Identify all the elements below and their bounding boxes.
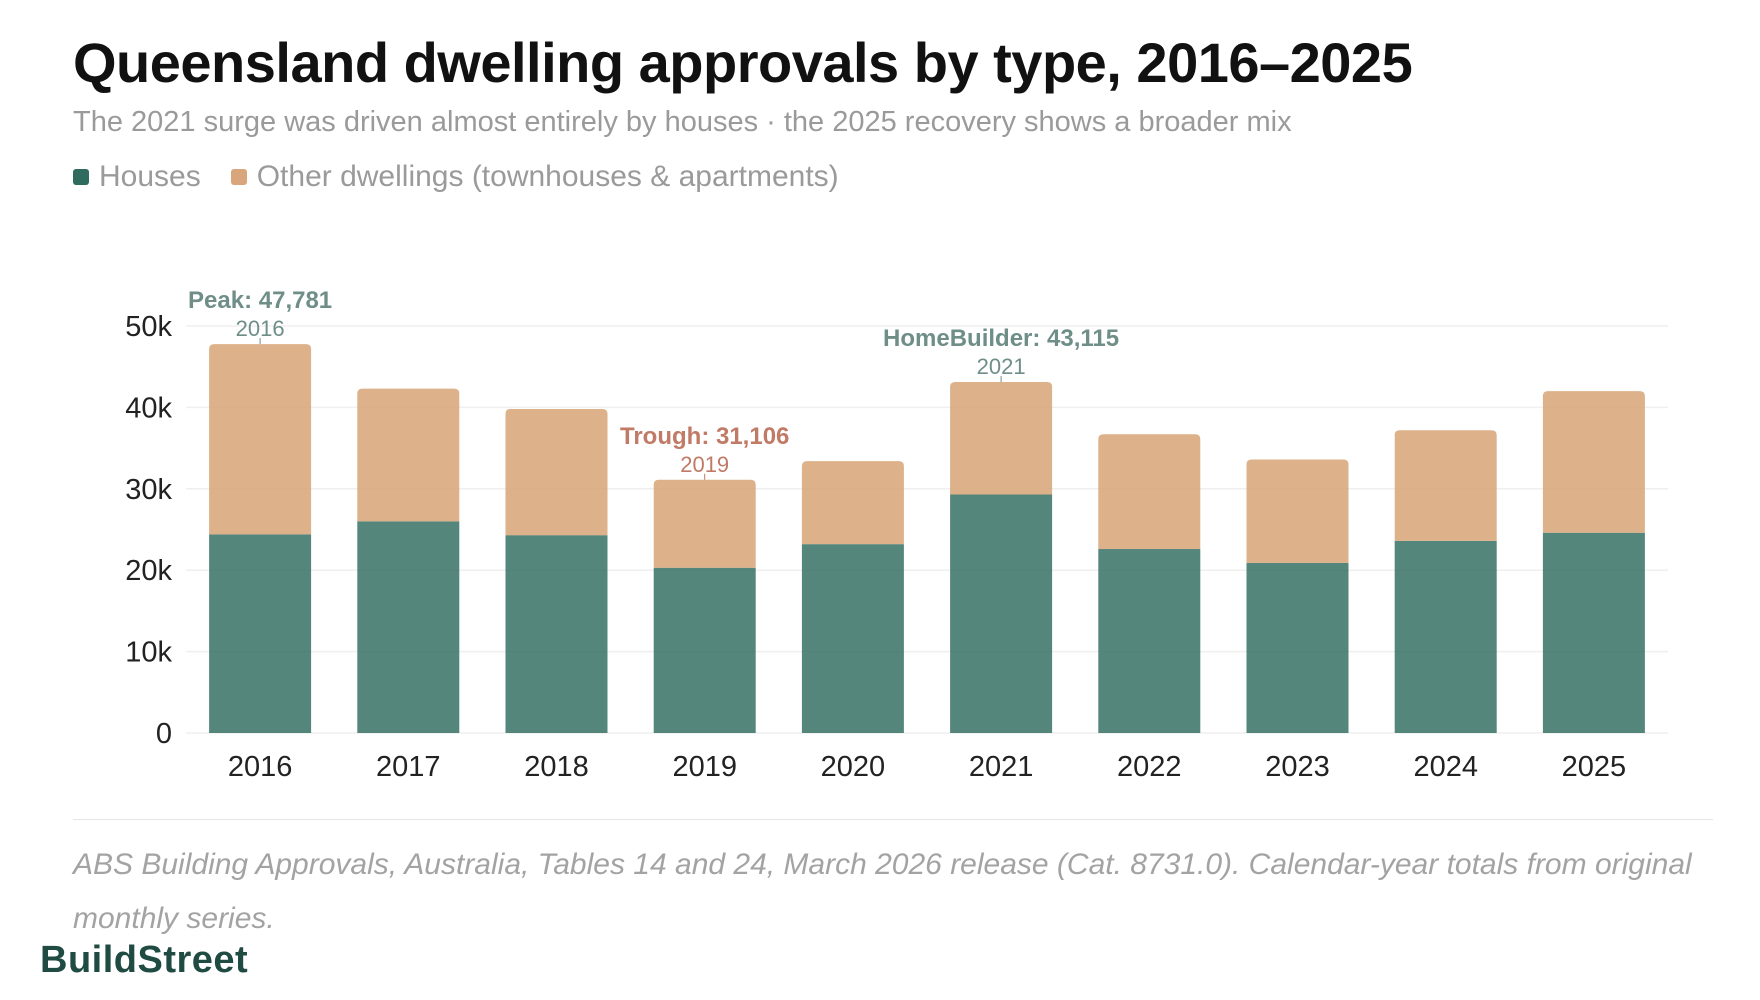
bar-segment-houses-2024: [1394, 540, 1497, 733]
y-tick-label: 30k: [125, 474, 172, 506]
annotation-year: 2021: [977, 354, 1026, 379]
bar-segment-houses-2017: [357, 521, 460, 733]
y-tick-label: 10k: [125, 637, 172, 669]
x-tick-label: 2021: [969, 751, 1034, 783]
bar-segment-other-2020: [801, 461, 904, 545]
y-tick-label: 0: [156, 718, 172, 750]
x-tick-label: 2025: [1562, 751, 1627, 783]
source-note: ABS Building Approvals, Australia, Table…: [73, 848, 1692, 935]
x-tick-label: 2023: [1265, 751, 1330, 783]
stacked-bar-chart: 0 10k 20k 30k 40k 50k 2016 2017 2018 2019 2020 2021…: [125, 287, 1668, 783]
annotation-label: Peak: 47,781: [188, 287, 332, 314]
chart-title: Queensland dwelling approvals by type, 2…: [73, 31, 1413, 94]
bar-segment-other-2016: [209, 344, 312, 535]
y-tick-label: 40k: [125, 392, 172, 424]
y-tick-label: 50k: [125, 311, 172, 343]
x-tick-label: 2020: [821, 751, 886, 783]
bar-segment-other-2018: [505, 409, 608, 536]
x-tick-label: 2016: [228, 751, 293, 783]
legend-item-other-dwellings: Other dwellings (townhouses & apartments…: [230, 160, 839, 194]
x-tick-label: 2024: [1413, 751, 1478, 783]
annotation-label: HomeBuilder: 43,115: [883, 325, 1119, 352]
bar-segment-houses-2021: [950, 494, 1053, 733]
bar-segment-other-2024: [1394, 430, 1497, 541]
legend-label-houses: Houses: [99, 160, 201, 193]
bar-segment-houses-2019: [653, 567, 756, 733]
x-tick-label: 2018: [524, 751, 589, 783]
annotation-label: Trough: 31,106: [620, 423, 789, 450]
bar-segment-other-2025: [1542, 391, 1645, 533]
chart-subtitle: The 2021 surge was driven almost entirel…: [73, 106, 1292, 138]
legend-swatch-houses: [73, 169, 89, 185]
x-tick-label: 2022: [1117, 751, 1182, 783]
bar-segment-houses-2023: [1246, 562, 1349, 733]
x-tick-label: 2017: [376, 751, 441, 783]
brand-logo: BuildStreet: [40, 939, 249, 981]
bar-segment-houses-2018: [505, 535, 608, 733]
bar-segment-houses-2020: [801, 544, 904, 733]
y-tick-label: 20k: [125, 555, 172, 587]
annotation-year: 2019: [680, 452, 729, 477]
bar-segment-other-2021: [950, 382, 1053, 495]
bar-segment-other-2022: [1098, 434, 1201, 550]
bar-segment-houses-2016: [209, 534, 312, 733]
x-tick-label: 2019: [672, 751, 737, 783]
legend-item-houses: Houses: [73, 160, 201, 194]
annotation-year: 2016: [236, 316, 285, 341]
bar-segment-houses-2025: [1542, 532, 1645, 733]
bar-segment-houses-2022: [1098, 549, 1201, 733]
legend-label-other-dwellings: Other dwellings (townhouses & apartments…: [256, 160, 839, 193]
footer-divider: [73, 819, 1713, 820]
bar-segment-other-2017: [357, 388, 460, 522]
legend-swatch-other-dwellings: [230, 169, 247, 185]
bar-segment-other-2019: [653, 479, 756, 568]
chart-legend: Houses Other dwellings (townhouses & apa…: [73, 160, 869, 194]
bar-segment-other-2023: [1246, 459, 1349, 563]
